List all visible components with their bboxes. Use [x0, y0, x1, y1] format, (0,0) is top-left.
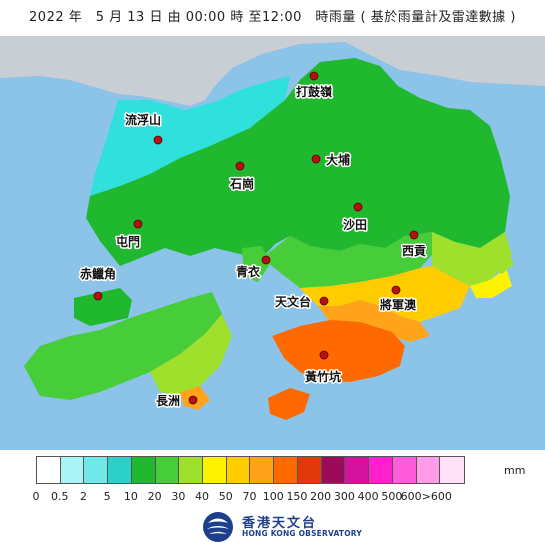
rain-zone-hk-island	[272, 320, 405, 382]
place-marker-tsim-sha-tsui[interactable]: 天文台	[274, 293, 329, 311]
rain-zone-amber-kowloon	[300, 266, 470, 322]
svg-text:天文台: 天文台	[275, 294, 311, 309]
legend-swatch-row	[36, 456, 465, 484]
legend-tick-label: 30	[171, 490, 186, 503]
place-marker-shek-kong[interactable]: 石崗	[228, 161, 256, 193]
legend-tick-label: 100	[262, 490, 284, 503]
svg-text:沙田: 沙田	[343, 218, 367, 232]
legend-unit: mm	[504, 464, 526, 477]
svg-text:黃竹坑: 黃竹坑	[304, 369, 341, 384]
legend-swatch	[108, 457, 132, 483]
legend-swatch	[416, 457, 441, 483]
svg-text:石崗: 石崗	[229, 176, 254, 191]
place-marker-sai-kung[interactable]: 西貢	[401, 230, 428, 260]
rain-zone-yellowgreen-east	[432, 232, 512, 286]
svg-text:青衣: 青衣	[236, 264, 260, 279]
place-marker-tai-po[interactable]: 大埔	[311, 151, 352, 169]
legend-tick-label: 5	[103, 490, 111, 503]
map-title: 2022 年 5 月 13 日 由 00:00 時 至12:00 時雨量 ( 基…	[29, 10, 516, 25]
rain-zone-cyan	[90, 76, 290, 196]
rain-zone-lightgreen-nt	[262, 232, 440, 288]
legend-swatch	[203, 457, 227, 483]
rain-zone-lantau-yellowgreen	[150, 314, 232, 396]
mainland-area	[0, 36, 545, 106]
place-markers-layer: 打鼓嶺 流浮山 大埔 石崗 屯門 沙田 西貢 青衣 赤鱲角 天文台 將軍澳	[79, 71, 428, 410]
legend-tick-label: 2	[79, 490, 87, 503]
legend-swatch	[297, 457, 322, 483]
place-marker-tuen-mun[interactable]: 屯門	[115, 219, 143, 251]
rain-zone-green-nt	[86, 58, 510, 266]
place-marker-ta-kwu-ling[interactable]: 打鼓嶺	[295, 71, 335, 101]
legend-tick-label: 500	[381, 490, 403, 503]
sai-kung-islands	[490, 250, 514, 274]
legend-tick-label: 300	[333, 490, 355, 503]
svg-text:打鼓嶺: 打鼓嶺	[296, 84, 333, 99]
legend-swatch	[274, 457, 298, 483]
legend-swatch	[440, 457, 464, 483]
legend-tick-label: 0	[32, 490, 40, 503]
legend-tick-label: 0.5	[50, 490, 69, 503]
rain-zone-orange-kowloon	[318, 300, 430, 342]
logo-name-en: HONG KONG OBSERVATORY	[242, 529, 362, 538]
svg-text:將軍澳: 將軍澳	[380, 297, 417, 312]
legend-swatch	[179, 457, 204, 483]
hko-emblem-icon	[203, 512, 233, 542]
svg-text:長洲: 長洲	[156, 393, 180, 408]
legend-swatch	[392, 457, 417, 483]
legend-tick-label: 200	[310, 490, 332, 503]
place-marker-wong-chuk-hang[interactable]: 黃竹坑	[303, 350, 343, 386]
legend-tick-label: 50	[218, 490, 233, 503]
svg-text:赤鱲角: 赤鱲角	[80, 266, 116, 281]
observatory-logo: 香港天文台 HONG KONG OBSERVATORY	[198, 510, 362, 544]
place-marker-tsing-yi[interactable]: 青衣	[235, 255, 271, 281]
legend-swatch	[131, 457, 156, 483]
rainfall-map	[0, 36, 545, 450]
legend-tick-label: 40	[195, 490, 210, 503]
legend-swatch	[155, 457, 180, 483]
legend-swatch	[226, 457, 251, 483]
legend-swatch	[60, 457, 85, 483]
legend-tick-label: 150	[286, 490, 308, 503]
place-marker-sha-tin[interactable]: 沙田	[342, 202, 369, 234]
svg-text:西貢: 西貢	[402, 244, 426, 258]
airport-island	[74, 288, 132, 326]
rain-zone-lantau	[24, 292, 222, 400]
legend-swatch	[321, 457, 346, 483]
tsing-yi-island	[242, 246, 270, 282]
legend-swatch	[84, 457, 109, 483]
legend-swatch	[37, 457, 61, 483]
svg-text:流浮山: 流浮山	[125, 112, 161, 127]
place-marker-tseung-kwan-o[interactable]: 將軍澳	[379, 285, 419, 314]
place-marker-chek-lap-kok[interactable]: 赤鱲角	[79, 265, 118, 301]
south-islands	[268, 388, 310, 420]
place-marker-lau-fau-shan[interactable]: 流浮山	[124, 111, 163, 145]
legend-swatch	[250, 457, 275, 483]
legend-tick-label: 20	[147, 490, 162, 503]
legend-tick-label: 70	[242, 490, 257, 503]
legend-tick-label: 600>600	[400, 490, 452, 503]
svg-text:大埔: 大埔	[326, 152, 350, 167]
legend-tick-label: 10	[123, 490, 138, 503]
rain-zone-yellow-east	[470, 268, 512, 298]
legend-swatch	[345, 457, 370, 483]
place-marker-cheung-chau[interactable]: 長洲	[155, 392, 198, 410]
rainfall-legend: mm 0 0.5 2 5 10 20 30 40 50 70 100 150 200 300 400 500 6…	[32, 456, 525, 508]
svg-text:屯門: 屯門	[116, 234, 140, 249]
legend-swatch	[369, 457, 393, 483]
logo-name-zh: 香港天文台	[242, 516, 318, 531]
legend-tick-label: 400	[357, 490, 379, 503]
